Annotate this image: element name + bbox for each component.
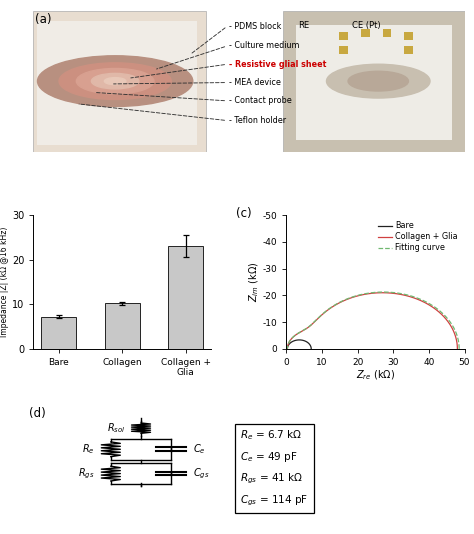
Collagen + Glia (284, 345, 290, 352)
Line: Bare: Bare (287, 340, 311, 349)
Collagen + Glia (449, 325, 455, 331)
Bar (41, 317, 76, 349)
FancyBboxPatch shape (33, 11, 206, 152)
FancyBboxPatch shape (37, 20, 197, 145)
Circle shape (104, 77, 126, 85)
Text: $R_e$ = 6.7 k$\Omega$
$C_e$ = 49 pF
$R_{gs}$ = 41 k$\Omega$
$C_{gs}$ = 114 pF: $R_e$ = 6.7 k$\Omega$ $C_e$ = 49 pF $R_{… (240, 428, 309, 508)
Collagen + Glia (455, 345, 460, 352)
Bare (285, 343, 291, 349)
Collagen + Glia (438, 311, 444, 317)
Circle shape (37, 56, 193, 106)
Legend: Bare, Collagen + Glia, Fitting curve: Bare, Collagen + Glia, Fitting curve (375, 219, 461, 255)
Collagen + Glia (293, 332, 299, 338)
Collagen + Glia (455, 345, 460, 352)
FancyBboxPatch shape (404, 32, 413, 40)
Fitting curve (451, 324, 456, 331)
Text: (c): (c) (237, 207, 252, 220)
FancyBboxPatch shape (404, 46, 413, 54)
Text: - Resistive glial sheet: - Resistive glial sheet (229, 60, 327, 69)
Line: Fitting curve: Fitting curve (287, 292, 459, 349)
Bare (284, 345, 290, 352)
Y-axis label: $Z_{im}$ (k$\Omega$): $Z_{im}$ (k$\Omega$) (247, 262, 261, 302)
Y-axis label: Impedance |Z| (kΩ @16 kHz): Impedance |Z| (kΩ @16 kHz) (0, 227, 9, 337)
FancyBboxPatch shape (361, 29, 370, 37)
Circle shape (76, 68, 154, 94)
Bare (296, 337, 302, 343)
FancyBboxPatch shape (283, 11, 465, 152)
Text: RE: RE (299, 20, 310, 29)
Circle shape (348, 71, 409, 91)
Bar (168, 246, 203, 349)
X-axis label: $Z_{re}$ (k$\Omega$): $Z_{re}$ (k$\Omega$) (356, 368, 395, 382)
Fitting curve (293, 331, 299, 337)
FancyBboxPatch shape (339, 32, 348, 40)
FancyBboxPatch shape (383, 29, 391, 37)
Fitting curve (440, 310, 446, 317)
Text: $R_{sol}$: $R_{sol}$ (107, 421, 125, 435)
Fitting curve (285, 341, 291, 348)
Circle shape (327, 64, 430, 98)
FancyBboxPatch shape (33, 11, 465, 152)
Circle shape (59, 63, 171, 99)
Bare (293, 337, 299, 343)
Bare (309, 345, 314, 352)
Circle shape (91, 73, 139, 89)
Fitting curve (380, 289, 386, 295)
Fitting curve (285, 342, 291, 349)
Fitting curve (284, 345, 290, 352)
Text: $C_{gs}$: $C_{gs}$ (193, 466, 210, 481)
Collagen + Glia (379, 289, 385, 296)
Bare (309, 345, 314, 351)
Bar (105, 303, 140, 349)
Text: - Contact probe: - Contact probe (229, 96, 292, 105)
FancyBboxPatch shape (339, 46, 348, 54)
Fitting curve (456, 345, 462, 352)
Text: - Culture medium: - Culture medium (229, 42, 300, 50)
Bare (309, 345, 314, 352)
Text: $R_{gs}$: $R_{gs}$ (78, 466, 95, 481)
Collagen + Glia (285, 342, 291, 348)
Text: - MEA device: - MEA device (229, 78, 281, 87)
Text: $C_e$: $C_e$ (193, 442, 205, 456)
Bare (285, 343, 291, 350)
Text: (a): (a) (36, 13, 52, 27)
FancyBboxPatch shape (296, 25, 452, 140)
Bare (309, 345, 314, 352)
Line: Collagen + Glia: Collagen + Glia (287, 293, 457, 349)
Fitting curve (456, 345, 462, 352)
Text: CE (Pt): CE (Pt) (352, 20, 381, 29)
Text: - Teflon holder: - Teflon holder (229, 116, 287, 125)
Text: (d): (d) (29, 407, 46, 420)
Text: - PDMS block: - PDMS block (229, 22, 282, 30)
Collagen + Glia (285, 342, 291, 349)
Text: $R_e$: $R_e$ (82, 442, 95, 456)
